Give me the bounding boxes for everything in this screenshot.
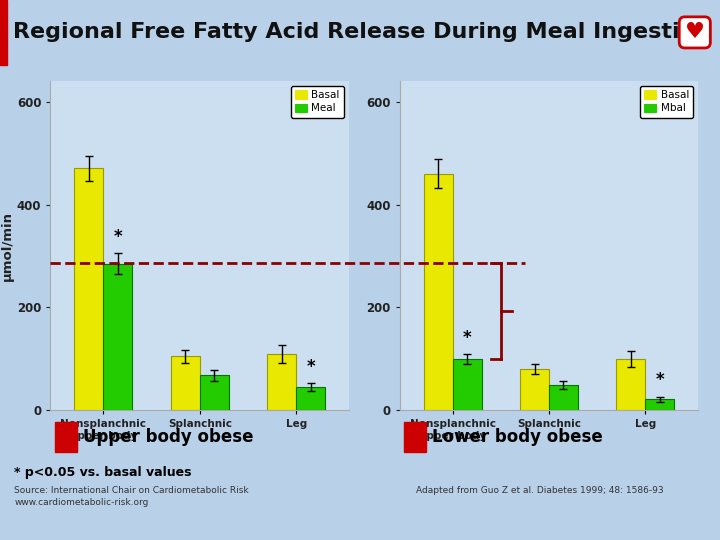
Text: * p<0.05 vs. basal values: * p<0.05 vs. basal values [14, 466, 192, 479]
Bar [74, 168, 104, 410]
Bar [200, 375, 229, 410]
Text: Adapted from Guo Z et al. Diabetes 1999; 48: 1586-93: Adapted from Guo Z et al. Diabetes 1999;… [416, 486, 664, 495]
Text: Upper body obese: Upper body obese [84, 428, 253, 446]
Bar [171, 356, 200, 410]
Text: *: * [306, 358, 315, 376]
Bar [645, 399, 675, 410]
Text: Lower body obese: Lower body obese [433, 428, 603, 446]
Bar [267, 354, 296, 410]
Bar [55, 422, 77, 451]
Text: *: * [114, 228, 122, 246]
Legend: Basal, Mbal: Basal, Mbal [640, 86, 693, 118]
Text: Source: International Chair on Cardiometabolic Risk
www.cardiometabolic-risk.org: Source: International Chair on Cardiomet… [14, 486, 249, 507]
Text: Regional Free Fatty Acid Release During Meal Ingestion: Regional Free Fatty Acid Release During … [13, 22, 711, 43]
Bar [423, 174, 453, 410]
Text: *: * [463, 328, 472, 347]
Text: *: * [655, 372, 664, 389]
Bar [453, 359, 482, 410]
Text: ♥: ♥ [685, 22, 705, 43]
Legend: Basal, Meal: Basal, Meal [291, 86, 344, 118]
Bar [404, 422, 426, 451]
Bar [520, 369, 549, 410]
Bar [296, 387, 325, 410]
Bar [0, 0, 7, 65]
Bar [549, 384, 578, 410]
Y-axis label: μmol/min: μmol/min [1, 211, 14, 281]
Bar [616, 359, 645, 410]
Bar [104, 264, 132, 410]
